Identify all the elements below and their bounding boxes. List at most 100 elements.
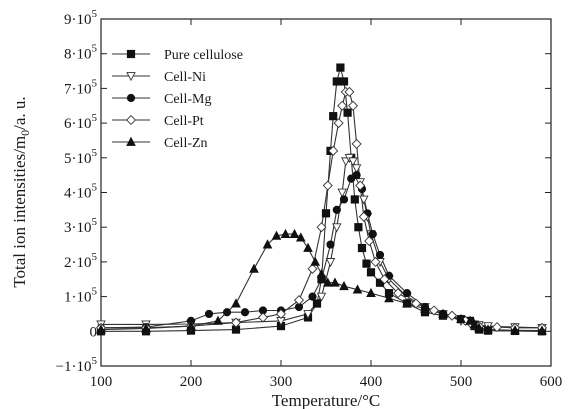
axis-ticks: 100 200 300 400 500 600 −1·105 0 1·105 2·105 3·105… xyxy=(56,8,563,390)
data-point-circle xyxy=(308,292,317,301)
y-tick-label: 8·105 xyxy=(64,43,98,63)
legend-label: Cell-Zn xyxy=(164,136,208,151)
y-tick-label: 6·105 xyxy=(64,112,98,132)
data-point-triangle-up xyxy=(438,308,448,318)
data-point-square xyxy=(357,243,367,253)
data-point-square xyxy=(350,195,359,204)
data-point-triangle-up xyxy=(186,320,196,330)
y-tick-label: 3·105 xyxy=(64,216,98,236)
data-point-diamond xyxy=(355,180,366,191)
data-point-diamond xyxy=(410,298,422,309)
y-axis-title: Total ion intensities/m0/a. u. xyxy=(10,96,32,287)
data-point-diamond xyxy=(491,322,503,333)
y-tick-label: 1·105 xyxy=(64,286,98,306)
data-point-triangle-up xyxy=(316,268,327,278)
data-point-triangle-up xyxy=(141,323,151,333)
data-point-triangle-up xyxy=(310,256,321,266)
data-point-diamond xyxy=(446,310,458,321)
data-point-triangle-down xyxy=(303,310,313,320)
data-point-diamond xyxy=(328,145,339,156)
series-markers xyxy=(95,63,548,336)
data-point-diamond xyxy=(275,308,287,319)
data-point-diamond xyxy=(379,274,390,285)
data-point-square xyxy=(329,112,338,121)
y-tick-label: 5·105 xyxy=(64,147,98,167)
data-point-triangle-up xyxy=(483,324,493,334)
data-point-triangle-up xyxy=(231,298,241,308)
y-tick-label: 4·105 xyxy=(64,182,98,202)
data-point-diamond xyxy=(347,100,359,111)
legend-label: Cell-Pt xyxy=(164,114,204,129)
data-point-triangle-down xyxy=(126,72,136,82)
data-point-triangle-down xyxy=(359,195,369,205)
data-point-circle xyxy=(402,289,412,298)
x-tick-label: 400 xyxy=(360,374,383,390)
y-tick-label: −1·105 xyxy=(56,355,98,375)
x-tick-label: 200 xyxy=(180,374,203,390)
legend-label: Cell-Ni xyxy=(164,70,206,85)
data-point-circle xyxy=(332,205,341,214)
data-point-circle xyxy=(240,308,250,317)
data-point-triangle-up xyxy=(420,303,430,313)
series-line-pure-cellulose xyxy=(101,65,543,332)
series-line-cell-mg xyxy=(100,174,543,332)
data-point-circle xyxy=(204,309,214,319)
data-point-diamond xyxy=(322,180,333,191)
y-tick-label: 2·105 xyxy=(64,251,98,271)
data-point-diamond xyxy=(333,118,344,129)
x-tick-label: 300 xyxy=(270,374,293,390)
data-point-triangle-up xyxy=(295,232,306,242)
data-point-triangle-down xyxy=(332,223,342,233)
legend-label: Pure cellulose xyxy=(164,48,243,63)
data-point-triangle-up xyxy=(352,284,363,294)
data-point-diamond xyxy=(358,211,369,222)
y-axis-title-subscript: 0 xyxy=(18,130,32,136)
data-point-triangle-up xyxy=(537,325,547,335)
data-point-diamond xyxy=(337,100,348,111)
data-point-triangle-up xyxy=(322,277,333,287)
data-point-triangle-up xyxy=(280,228,291,239)
data-point-triangle-up xyxy=(303,242,313,252)
data-point-triangle-down xyxy=(316,292,327,302)
data-point-triangle-up xyxy=(271,230,282,240)
data-point-triangle-up xyxy=(510,324,520,335)
data-point-circle xyxy=(326,240,335,249)
data-point-diamond xyxy=(364,236,375,247)
data-point-diamond xyxy=(230,317,242,328)
data-point-square xyxy=(312,299,322,308)
data-point-triangle-up xyxy=(126,136,136,146)
data-point-diamond xyxy=(344,86,355,97)
y-tick-label: 0 xyxy=(90,324,98,340)
y-tick-label: 7·105 xyxy=(64,77,98,97)
data-point-diamond xyxy=(392,288,404,299)
data-point-square xyxy=(332,77,341,86)
data-point-triangle-up xyxy=(469,319,480,329)
data-point-square xyxy=(366,268,376,277)
x-tick-label: 600 xyxy=(540,374,563,390)
data-point-square xyxy=(343,108,352,117)
legend: Pure cellulose Cell-Ni Cell-Mg Cell-Pt Cell-… xyxy=(112,48,243,151)
data-point-square xyxy=(362,259,371,268)
y-tick-label: 9·105 xyxy=(64,8,98,28)
data-point-circle xyxy=(375,250,385,260)
x-tick-label: 100 xyxy=(90,374,113,390)
data-point-triangle-down xyxy=(337,188,347,198)
data-point-circle xyxy=(339,195,349,204)
series-line-cell-ni xyxy=(101,157,543,329)
data-point-triangle-up xyxy=(339,280,349,291)
data-point-square xyxy=(354,223,363,232)
data-point-diamond xyxy=(125,114,137,126)
data-point-square xyxy=(321,209,331,218)
data-point-triangle-up xyxy=(384,293,394,303)
data-point-circle xyxy=(126,93,136,103)
data-point-triangle-up xyxy=(330,277,340,287)
data-point-diamond xyxy=(351,138,362,149)
data-point-triangle-up xyxy=(213,315,223,325)
data-point-circle xyxy=(222,308,232,317)
data-point-triangle-up xyxy=(366,287,376,298)
data-point-triangle-up xyxy=(402,298,412,308)
data-point-triangle-up xyxy=(289,228,300,239)
data-point-triangle-down xyxy=(351,164,362,174)
data-point-diamond xyxy=(370,256,381,267)
